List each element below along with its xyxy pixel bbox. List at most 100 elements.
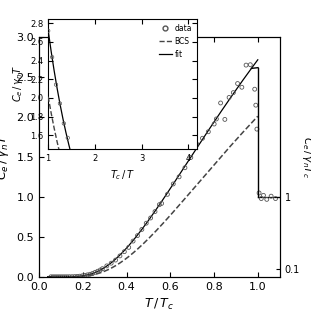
- Point: [109, 261, 114, 266]
- Point: [139, 227, 144, 232]
- Point: [171, 275, 176, 280]
- Point: [96, 225, 101, 230]
- Point: [143, 267, 148, 272]
- Point: [248, 62, 253, 67]
- Point: [148, 216, 153, 220]
- Point: [147, 269, 152, 274]
- Point: [135, 233, 140, 238]
- Point: [77, 178, 82, 183]
- Point: [206, 129, 211, 134]
- Point: [108, 240, 113, 245]
- Point: [239, 85, 244, 90]
- Point: [261, 193, 266, 198]
- Point: [72, 274, 77, 279]
- Point: [98, 267, 103, 272]
- Point: [53, 82, 58, 87]
- Point: [93, 216, 98, 220]
- Point: [273, 196, 278, 201]
- Point: [157, 202, 162, 207]
- Legend: data, BCS, fit: data, BCS, fit: [157, 22, 194, 60]
- Point: [49, 274, 53, 279]
- Point: [63, 274, 68, 279]
- Point: [183, 277, 188, 282]
- Point: [85, 272, 90, 277]
- Point: [70, 274, 75, 279]
- Point: [252, 87, 257, 92]
- Point: [65, 135, 70, 140]
- Point: [50, 274, 55, 279]
- Point: [89, 211, 94, 216]
- Point: [179, 276, 183, 281]
- Y-axis label: $C_e\,/\,\gamma_n T_c$: $C_e\,/\,\gamma_n T_c$: [300, 136, 311, 178]
- Point: [140, 266, 145, 271]
- Point: [177, 174, 182, 179]
- Point: [151, 270, 156, 275]
- Point: [53, 274, 58, 279]
- Point: [264, 197, 269, 202]
- Point: [186, 278, 191, 283]
- Point: [227, 95, 232, 100]
- Y-axis label: $C_e\,/\,\gamma_n T$: $C_e\,/\,\gamma_n T$: [11, 66, 25, 102]
- X-axis label: $T_c\,/\,T$: $T_c\,/\,T$: [110, 169, 135, 183]
- Point: [190, 278, 195, 283]
- Point: [152, 209, 157, 214]
- Point: [116, 250, 121, 255]
- Point: [171, 181, 176, 186]
- Point: [253, 103, 258, 108]
- Point: [104, 263, 109, 268]
- Point: [61, 121, 66, 126]
- Point: [100, 231, 105, 236]
- Point: [112, 244, 117, 249]
- Point: [122, 249, 127, 254]
- Point: [58, 101, 63, 106]
- Point: [132, 261, 137, 266]
- Point: [100, 266, 105, 271]
- Point: [200, 136, 205, 141]
- Point: [93, 270, 98, 275]
- Point: [159, 272, 164, 277]
- Point: [259, 196, 264, 201]
- Point: [257, 190, 262, 196]
- Point: [231, 90, 236, 95]
- Point: [104, 236, 109, 241]
- Point: [183, 165, 188, 170]
- Point: [269, 194, 274, 199]
- Point: [128, 259, 133, 264]
- Point: [212, 122, 217, 127]
- X-axis label: $T\,/\,T_c$: $T\,/\,T_c$: [144, 297, 174, 311]
- Point: [175, 276, 180, 281]
- Y-axis label: $C_e\,/\,\gamma_n T$: $C_e\,/\,\gamma_n T$: [0, 134, 11, 180]
- Point: [75, 274, 80, 279]
- Point: [73, 167, 78, 172]
- Point: [155, 271, 160, 276]
- Point: [126, 245, 131, 250]
- Point: [90, 271, 95, 276]
- Point: [124, 255, 129, 260]
- Point: [214, 116, 219, 121]
- Point: [82, 273, 87, 278]
- Point: [57, 274, 62, 279]
- Point: [95, 269, 100, 274]
- Point: [235, 81, 240, 86]
- Point: [167, 275, 172, 280]
- Point: [77, 274, 82, 279]
- Point: [131, 239, 136, 244]
- Point: [69, 152, 74, 157]
- Point: [120, 252, 125, 257]
- Point: [67, 274, 72, 279]
- Point: [46, 28, 51, 33]
- Point: [113, 258, 118, 262]
- Point: [163, 274, 168, 279]
- Point: [61, 274, 66, 279]
- Point: [85, 200, 90, 205]
- Point: [159, 201, 164, 206]
- Point: [194, 142, 199, 146]
- Point: [50, 55, 55, 60]
- Point: [165, 192, 170, 197]
- Point: [55, 274, 60, 279]
- Point: [222, 117, 227, 122]
- Point: [136, 263, 141, 268]
- Point: [65, 274, 70, 279]
- Point: [144, 221, 149, 226]
- Point: [244, 63, 248, 67]
